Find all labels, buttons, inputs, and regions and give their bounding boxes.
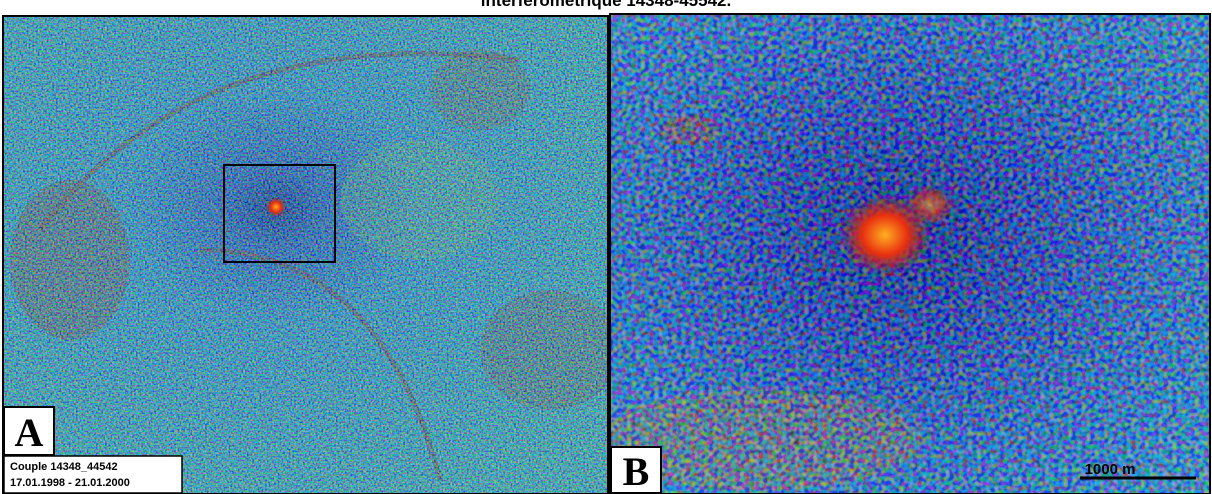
- panel-a: [3, 16, 620, 494]
- figure: interférométrique 14348-45542. A Couple …: [0, 0, 1212, 494]
- panel-label: B: [623, 449, 650, 494]
- panel-b: [600, 14, 1210, 494]
- panel-label: A: [15, 410, 44, 455]
- title: interférométrique 14348-45542.: [481, 0, 731, 10]
- caption: 17.01.1998 - 21.01.2000: [10, 477, 130, 489]
- scale-label: 1000 m: [1085, 461, 1136, 478]
- caption: Couple 14348_44542: [10, 461, 118, 473]
